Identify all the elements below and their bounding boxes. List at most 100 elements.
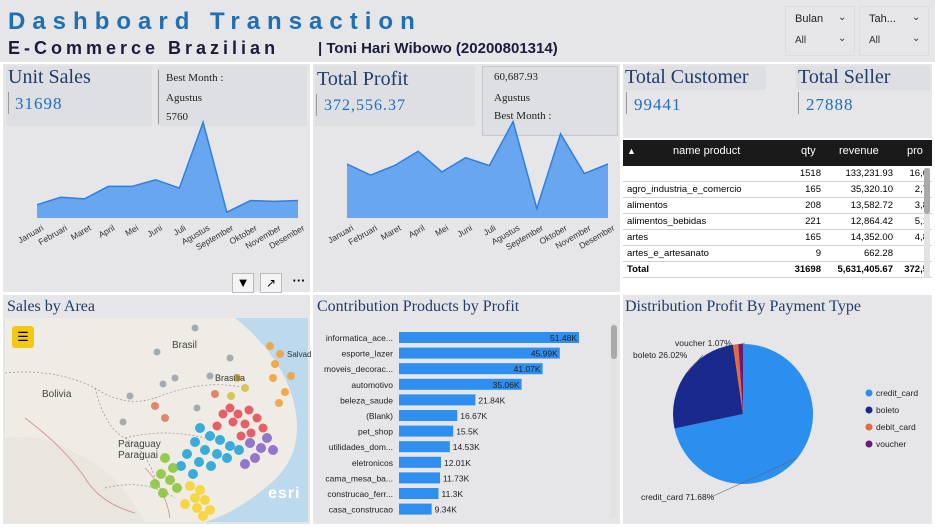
table-row[interactable]: artes_e_artesanato 9 662.28 [623,245,932,262]
contribution-bar-chart: informatica_ace... 51.48K esporte_lazer 45.… [324,332,579,515]
bar [399,332,579,343]
payment-pie-chart: credit_card 71.68% boleto 26.02% voucher 1… [633,338,918,502]
table-cell [623,166,788,182]
table-cell: alimentos_bebidas [623,213,788,230]
table-cell: 221 [788,213,825,230]
chart-scrollbar[interactable] [611,323,617,518]
chevron-down-icon[interactable]: ⌄ [838,33,847,44]
sales-map[interactable] [5,318,308,522]
customer-title-box [624,66,766,90]
category-label: informatica_ace... [326,333,393,343]
data-label: 41.07K [514,364,541,374]
column-header[interactable]: qty [801,145,816,157]
unit-sales-title: Unit Sales [8,66,91,88]
table-cell: 31698 [788,261,825,278]
area-fill [37,122,298,218]
table-row[interactable]: 1518 133,231.93 16,6 [623,166,932,182]
total-profit-value: 372,556.37 [324,97,406,114]
bar [399,472,441,484]
bar [399,410,458,421]
focus-mode-icon[interactable]: ↗ [260,273,282,293]
slicer-tahun[interactable]: Tah... ⌄ All ⌄ [859,6,929,56]
map-label: Paraguay [118,439,161,450]
table-cell: 372,5 [897,261,932,278]
dashboard-title: Dashboard Transaction [8,8,422,35]
table-cell: Total [623,261,788,278]
table-header: ▲ name product qty revenue pro [623,140,932,166]
table-cell: 13,582.72 [825,197,897,214]
x-tick-label: Maret [379,222,403,242]
table-row[interactable]: agro_industria_e_comercio 165 35,320.10 … [623,181,932,198]
scrollbar-thumb[interactable] [611,325,617,359]
table-row[interactable]: alimentos 208 13,582.72 3,8 [623,197,932,214]
category-label: beleza_saude [340,395,393,405]
table-cell: artes_e_artesanato [623,245,788,262]
bar [399,425,454,437]
chevron-down-icon[interactable]: ⌄ [912,12,921,23]
data-label: 16.67K [460,411,487,421]
column-header[interactable]: revenue [839,145,879,157]
legend-marker [865,423,873,431]
slicer-tahun-value: All [869,35,881,46]
column-header[interactable]: pro [907,145,923,157]
map-menu-icon[interactable]: ☰ [12,326,34,348]
more-options-icon[interactable]: ··· [292,273,306,288]
data-label: 14.53K [453,442,480,452]
bar [399,363,543,375]
scrollbar-thumb[interactable] [924,168,930,214]
legend-label: voucher [876,439,906,449]
table-cell: 208 [788,197,825,214]
product-table[interactable]: ▲ name product qty revenue pro 1518 133,… [623,140,932,292]
x-tick-label: Juni [455,223,474,240]
map-label: Bolivia [42,389,72,400]
map-label: Paraguai [118,450,159,461]
area-line [36,119,299,214]
slicer-bulan[interactable]: Bulan ⌄ All ⌄ [785,6,855,56]
legend-label: boleto [876,405,899,415]
divider [316,94,317,116]
table-cell: 9 [788,245,825,262]
pie-slice [738,344,743,414]
total-profit-best-card [482,66,618,136]
total-seller-value: 27888 [806,95,854,114]
table-cell: artes [623,229,788,246]
x-tick-label: Mei [123,223,140,239]
bar [399,378,522,390]
category-label: utilidades_dom... [329,442,393,452]
chevron-down-icon[interactable]: ⌄ [838,12,847,23]
table-cell: 5,1 [897,213,932,230]
header-bar [0,0,935,62]
divider [798,92,799,114]
table-cell: 12,864.42 [825,213,897,230]
table-cell: 1518 [788,166,825,182]
table-row[interactable]: artes 165 14,352.00 4,8 [623,229,932,246]
category-label: cama_mesa_ba... [325,473,393,483]
category-label: construcao_ferr... [327,489,393,499]
unit-sales-best-card [157,66,307,126]
divider [158,70,159,124]
table-cell: 133,231.93 [825,166,897,182]
column-header[interactable]: name product [673,145,741,157]
table-cell: 16,6 [897,166,932,182]
category-label: automotivo [351,380,393,390]
x-tick-label: April [97,223,117,240]
slicer-tahun-label: Tah... [869,13,896,25]
sort-up-icon[interactable]: ▲ [627,146,636,156]
dashboard-subtitle: E-Commerce Brazilian [8,38,280,58]
unit-sales-best-label: Best Month : [166,72,224,84]
total-customer-value: 99441 [634,95,682,114]
slice-label: voucher 1.07% [675,338,732,348]
x-tick-label: Mei [433,223,450,239]
table-scrollbar[interactable] [924,168,930,278]
filter-icon[interactable]: ▼ [232,273,254,293]
chevron-down-icon[interactable]: ⌄ [912,33,921,44]
pie-slice [673,344,743,429]
table-row[interactable]: alimentos_bebidas 221 12,864.42 5,1 [623,213,932,230]
category-label: esporte_lazer [341,349,393,359]
category-label: (Blank) [366,411,393,421]
seller-title-box [796,66,930,90]
table-total-row: Total 31698 5,631,405.67 372,5 [623,261,932,278]
sales-by-area-title: Sales by Area [7,298,95,315]
leader-line [710,457,798,498]
